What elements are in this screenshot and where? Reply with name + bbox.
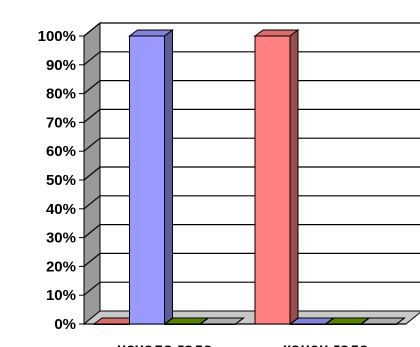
- y-tick-label: 60%: [46, 143, 76, 160]
- y-tick-label: 40%: [46, 201, 76, 218]
- gridline: [83, 79, 420, 95]
- bar: [129, 35, 165, 325]
- bars: [92, 29, 406, 325]
- gridlines: [83, 22, 420, 296]
- bar-side: [396, 317, 405, 325]
- y-tick-label: 30%: [46, 230, 76, 247]
- gridline: [83, 137, 420, 152]
- bar-side: [235, 317, 244, 325]
- bar-side: [164, 29, 173, 325]
- x-tick-label: конец года: [283, 341, 369, 347]
- y-tick-label: 20%: [46, 258, 76, 275]
- y-tick-label: 90%: [46, 57, 76, 74]
- gridline: [83, 281, 420, 296]
- gridline: [83, 108, 420, 123]
- x-axis-labels: начало года конец года: [117, 341, 369, 347]
- bar-side: [289, 29, 299, 325]
- y-tick-label: 10%: [46, 287, 76, 304]
- gridline: [83, 195, 420, 210]
- gridline: [83, 166, 420, 181]
- gridline: [83, 252, 420, 267]
- y-tick-label: 0%: [54, 316, 76, 333]
- y-tick-label: 50%: [46, 172, 76, 189]
- bar: [254, 35, 291, 325]
- gridline: [83, 51, 420, 66]
- x-tick-label: начало года: [117, 341, 213, 347]
- y-tick-label: 100%: [38, 28, 76, 45]
- y-axis-ticks: 0% 10% 20% 30% 40% 50% 60% 70% 80% 90% 100%: [38, 28, 84, 333]
- y-tick-label: 70%: [46, 114, 76, 131]
- gridline: [83, 224, 420, 239]
- gridline: [83, 22, 420, 37]
- y-tick-label: 80%: [46, 86, 76, 103]
